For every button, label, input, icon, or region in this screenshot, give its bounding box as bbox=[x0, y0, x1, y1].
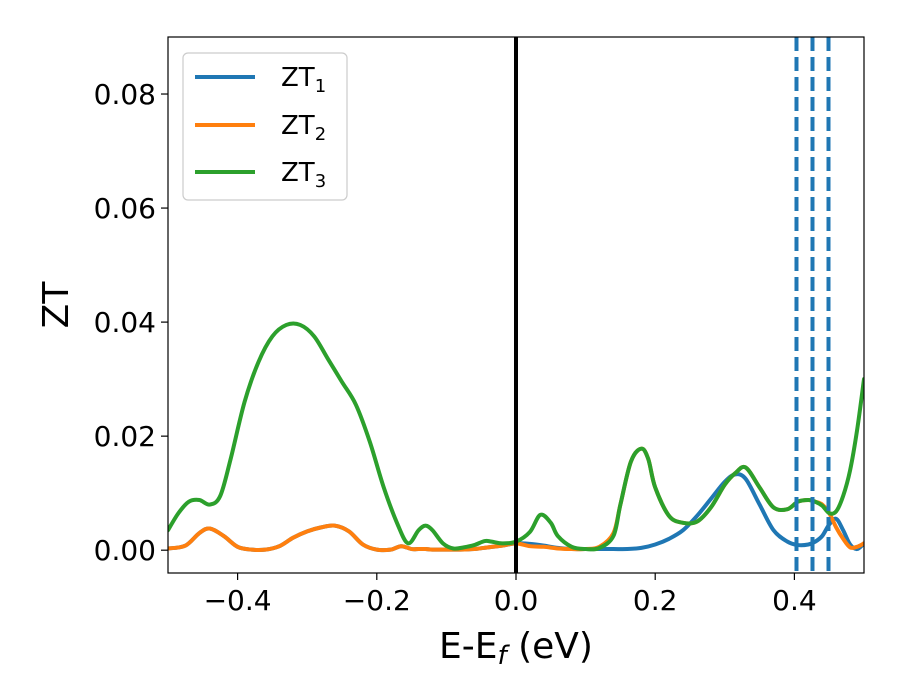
legend-label-zt2-main: ZT bbox=[281, 111, 315, 141]
legend-label-zt2-sub: 2 bbox=[315, 124, 326, 145]
x-tick-label: −0.2 bbox=[343, 584, 411, 617]
legend-label-zt1-main: ZT bbox=[281, 63, 315, 93]
legend-label-zt3: ZT3 bbox=[281, 158, 326, 192]
legend-label-zt1: ZT1 bbox=[281, 63, 326, 97]
y-tick-label: 0.02 bbox=[94, 420, 156, 453]
y-tick-label: 0.06 bbox=[94, 192, 156, 225]
x-axis-label: E-Ef (eV) bbox=[439, 626, 593, 671]
series-line-zt3 bbox=[168, 321, 864, 552]
y-tick-label: 0.08 bbox=[94, 78, 156, 111]
legend-label-zt2: ZT2 bbox=[281, 111, 326, 145]
legend-box bbox=[182, 52, 348, 201]
x-tick-label: 0.4 bbox=[772, 584, 817, 617]
x-tick-label: −0.4 bbox=[204, 584, 272, 617]
x-axis: −0.4 −0.2 0.0 0.2 0.4 bbox=[204, 573, 817, 617]
x-tick-label: 0.0 bbox=[494, 584, 539, 617]
x-axis-label-main: E-E bbox=[439, 626, 497, 667]
legend-label-zt3-main: ZT bbox=[281, 158, 315, 188]
legend: ZT1 ZT2 ZT3 bbox=[182, 52, 348, 201]
x-axis-label-unit: (eV) bbox=[507, 626, 593, 667]
legend-label-zt3-sub: 3 bbox=[315, 171, 326, 192]
plot-area bbox=[168, 37, 864, 573]
y-tick-label: 0.04 bbox=[94, 306, 156, 339]
legend-label-zt1-sub: 1 bbox=[315, 76, 326, 97]
y-axis: 0.00 0.02 0.04 0.06 0.08 bbox=[94, 78, 168, 567]
y-tick-label: 0.00 bbox=[94, 534, 156, 567]
y-axis-label: ZT bbox=[36, 281, 77, 329]
x-tick-label: 0.2 bbox=[633, 584, 678, 617]
